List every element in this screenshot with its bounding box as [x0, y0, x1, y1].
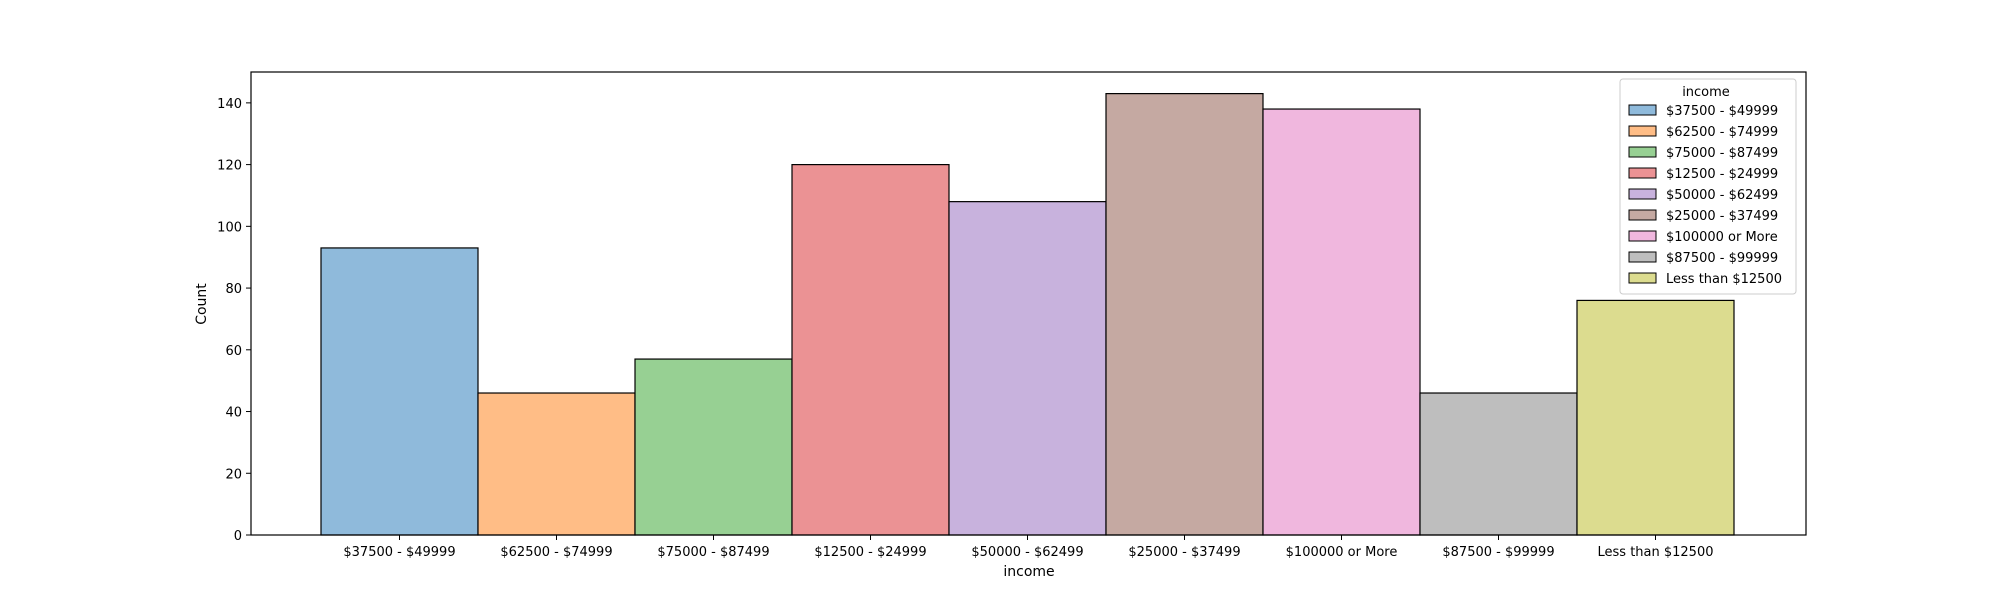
bar-3	[634, 358, 793, 536]
x-tick-label: $87500 - $99999	[1442, 545, 1554, 560]
plot-frame	[250, 71, 1807, 536]
legend-label: $37500 - $49999	[1666, 104, 1778, 119]
bar-4	[791, 164, 950, 536]
y-tick-label: 20	[225, 467, 242, 482]
x-axis-title: income	[1003, 564, 1054, 580]
x-tick-label: $100000 or More	[1286, 545, 1398, 560]
bar-9	[1576, 299, 1735, 536]
legend-swatch	[1628, 104, 1657, 116]
legend-label: $75000 - $87499	[1666, 146, 1778, 161]
legend-swatch	[1628, 272, 1657, 284]
bars-layer	[320, 93, 1735, 536]
y-tick-label: 120	[217, 159, 242, 174]
bar-7	[1262, 108, 1421, 536]
bar-2	[477, 392, 636, 536]
y-tick-label: 40	[225, 406, 242, 421]
y-tick-label: 140	[217, 97, 242, 112]
x-tick-label: $62500 - $74999	[500, 545, 612, 560]
legend-swatch	[1628, 251, 1657, 263]
legend-swatch	[1628, 146, 1657, 158]
y-axis: 0 20 40 60 80 100 120 140	[217, 97, 251, 544]
legend-label: Less than $12500	[1666, 272, 1782, 287]
x-tick-label: $37500 - $49999	[343, 545, 455, 560]
bar-1	[320, 247, 479, 536]
legend-swatch	[1628, 167, 1657, 179]
legend-label: $12500 - $24999	[1666, 167, 1778, 182]
legend-label: $25000 - $37499	[1666, 209, 1778, 224]
x-tick-label: $12500 - $24999	[814, 545, 926, 560]
legend-title: income	[1682, 85, 1730, 100]
legend-label: $100000 or More	[1666, 230, 1778, 245]
x-tick-label: $50000 - $62499	[971, 545, 1083, 560]
x-tick-label: $25000 - $37499	[1128, 545, 1240, 560]
x-tick-label: $75000 - $87499	[657, 545, 769, 560]
bar-8	[1419, 392, 1578, 536]
legend-swatch	[1628, 230, 1657, 242]
y-tick-label: 60	[225, 344, 242, 359]
legend-swatch	[1628, 125, 1657, 137]
y-tick-label: 0	[234, 529, 242, 544]
x-tick-label: Less than $12500	[1598, 545, 1714, 560]
legend-swatch	[1628, 188, 1657, 200]
y-axis-title: Count	[194, 283, 210, 325]
legend-label: $50000 - $62499	[1666, 188, 1778, 203]
y-tick-label: 80	[225, 282, 242, 297]
legend-swatch	[1628, 209, 1657, 221]
legend: income $37500 - $49999 $62500 - $74999 $750…	[1619, 78, 1797, 295]
y-tick-label: 100	[217, 220, 242, 235]
bar-6	[1105, 93, 1264, 536]
legend-label: $87500 - $99999	[1666, 251, 1778, 266]
legend-box	[1619, 78, 1797, 295]
bar-5	[948, 201, 1107, 536]
legend-label: $62500 - $74999	[1666, 125, 1778, 140]
x-axis: $37500 - $49999 $62500 - $74999 $75000 - $…	[343, 535, 1714, 560]
